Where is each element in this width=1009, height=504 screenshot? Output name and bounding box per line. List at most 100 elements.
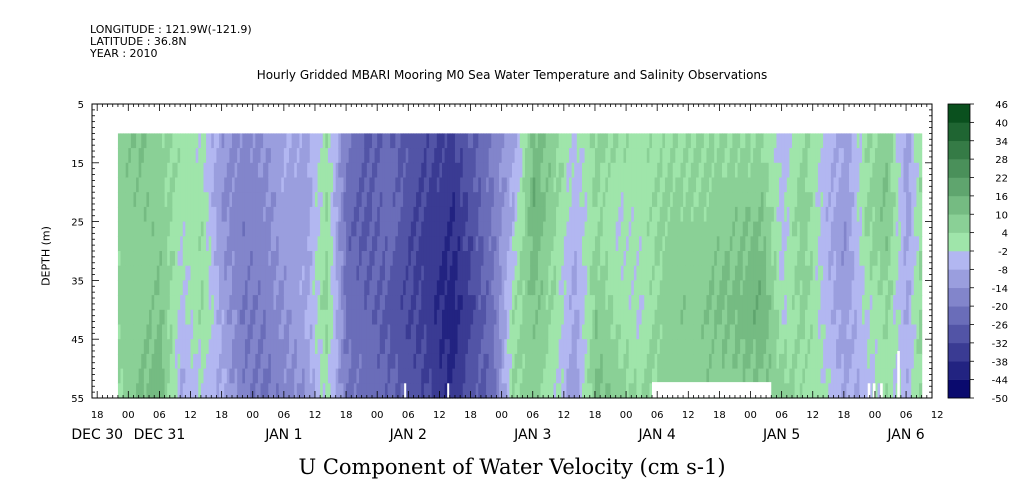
heatmap-cell (123, 339, 127, 355)
heatmap-cell (314, 148, 319, 164)
heatmap-cell (680, 309, 684, 326)
heatmap-cell (281, 251, 285, 267)
heatmap-cell (657, 192, 661, 208)
heatmap-cell (740, 133, 744, 149)
heatmap-cell (480, 265, 485, 281)
heatmap-cell (255, 177, 259, 193)
heatmap-cell (750, 339, 754, 355)
heatmap-cell (734, 309, 739, 326)
heatmap-cell (706, 221, 710, 237)
heatmap-cell (377, 221, 381, 237)
heatmap-cell (550, 133, 555, 149)
heatmap-cell (255, 383, 259, 399)
heatmap-cell (670, 280, 674, 296)
heatmap-cell (265, 162, 269, 179)
heatmap-cell (709, 221, 713, 237)
heatmap-cell (807, 192, 811, 208)
heatmap-cell (327, 280, 332, 296)
heatmap-cell (537, 383, 542, 399)
heatmap-cell (125, 339, 129, 355)
heatmap-cell (340, 383, 345, 399)
heatmap-cell (260, 353, 264, 370)
heatmap-cell (377, 251, 381, 267)
heatmap-cell (307, 309, 311, 326)
heatmap-cell (372, 148, 376, 164)
heatmap-cell (823, 353, 827, 370)
heatmap-cell (491, 177, 495, 193)
heatmap-cell (470, 339, 474, 355)
heatmap-cell (379, 265, 383, 281)
heatmap-cell (478, 148, 482, 164)
heatmap-cell (607, 177, 612, 193)
heatmap-cell (587, 133, 591, 149)
heatmap-cell (397, 339, 402, 355)
heatmap-cell (517, 368, 521, 384)
heatmap-cell (519, 309, 523, 326)
heatmap-cell (607, 221, 612, 237)
heatmap-cell (247, 162, 251, 179)
heatmap-cell (452, 162, 456, 179)
heatmap-cell (475, 339, 479, 355)
heatmap-cell (408, 265, 412, 281)
heatmap-cell (268, 162, 272, 179)
heatmap-cell (506, 309, 510, 326)
heatmap-cell (434, 309, 438, 326)
heatmap-cell (449, 265, 453, 281)
heatmap-cell (436, 309, 440, 326)
heatmap-cell (675, 295, 679, 311)
heatmap-cell (195, 353, 199, 370)
heatmap-cell (776, 295, 780, 311)
heatmap-cell (133, 295, 137, 311)
heatmap-cell (117, 206, 122, 223)
heatmap-cell (680, 295, 684, 311)
heatmap-cell (649, 265, 653, 281)
heatmap-cell (198, 148, 202, 164)
heatmap-cell (164, 206, 168, 223)
heatmap-cell (781, 295, 785, 311)
heatmap-cell (592, 251, 596, 267)
heatmap-cell (747, 221, 752, 237)
heatmap-cell (519, 206, 523, 223)
heatmap-cell (532, 148, 536, 164)
heatmap-cell (766, 236, 770, 252)
heatmap-cell (340, 221, 345, 237)
heatmap-cell (758, 148, 762, 164)
heatmap-cell (548, 177, 552, 193)
heatmap-cell (304, 368, 308, 384)
heatmap-cell (257, 280, 262, 296)
heatmap-cell (548, 251, 552, 267)
heatmap-cell (776, 324, 780, 340)
heatmap-cell (130, 162, 135, 179)
heatmap-cell (403, 148, 407, 164)
heatmap-cell (727, 206, 731, 223)
heatmap-cell (626, 353, 630, 370)
heatmap-cell (351, 383, 355, 399)
heatmap-cell (488, 368, 492, 384)
heatmap-cell (784, 265, 788, 281)
heatmap-cell (693, 280, 697, 296)
heatmap-cell (408, 162, 412, 179)
heatmap-cell (198, 206, 202, 223)
heatmap-cell (493, 148, 498, 164)
heatmap-cell (291, 251, 295, 267)
heatmap-cell (473, 324, 477, 340)
heatmap-cell (561, 162, 565, 179)
heatmap-cell (457, 251, 461, 267)
heatmap-cell (626, 192, 630, 208)
heatmap-cell (307, 280, 311, 296)
heatmap-cell (478, 162, 482, 179)
heatmap-cell (325, 265, 329, 281)
heatmap-cell (527, 339, 531, 355)
heatmap-cell (128, 353, 132, 370)
heatmap-cell (727, 192, 731, 208)
heatmap-cell (442, 309, 446, 326)
heatmap-cell (265, 324, 269, 340)
heatmap-cell (117, 309, 122, 326)
heatmap-cell (504, 133, 508, 149)
heatmap-cell (688, 265, 692, 281)
heatmap-cell (379, 353, 383, 370)
heatmap-cell (149, 251, 153, 267)
heatmap-cell (701, 221, 705, 237)
heatmap-cell (486, 251, 490, 267)
heatmap-cell (167, 339, 171, 355)
